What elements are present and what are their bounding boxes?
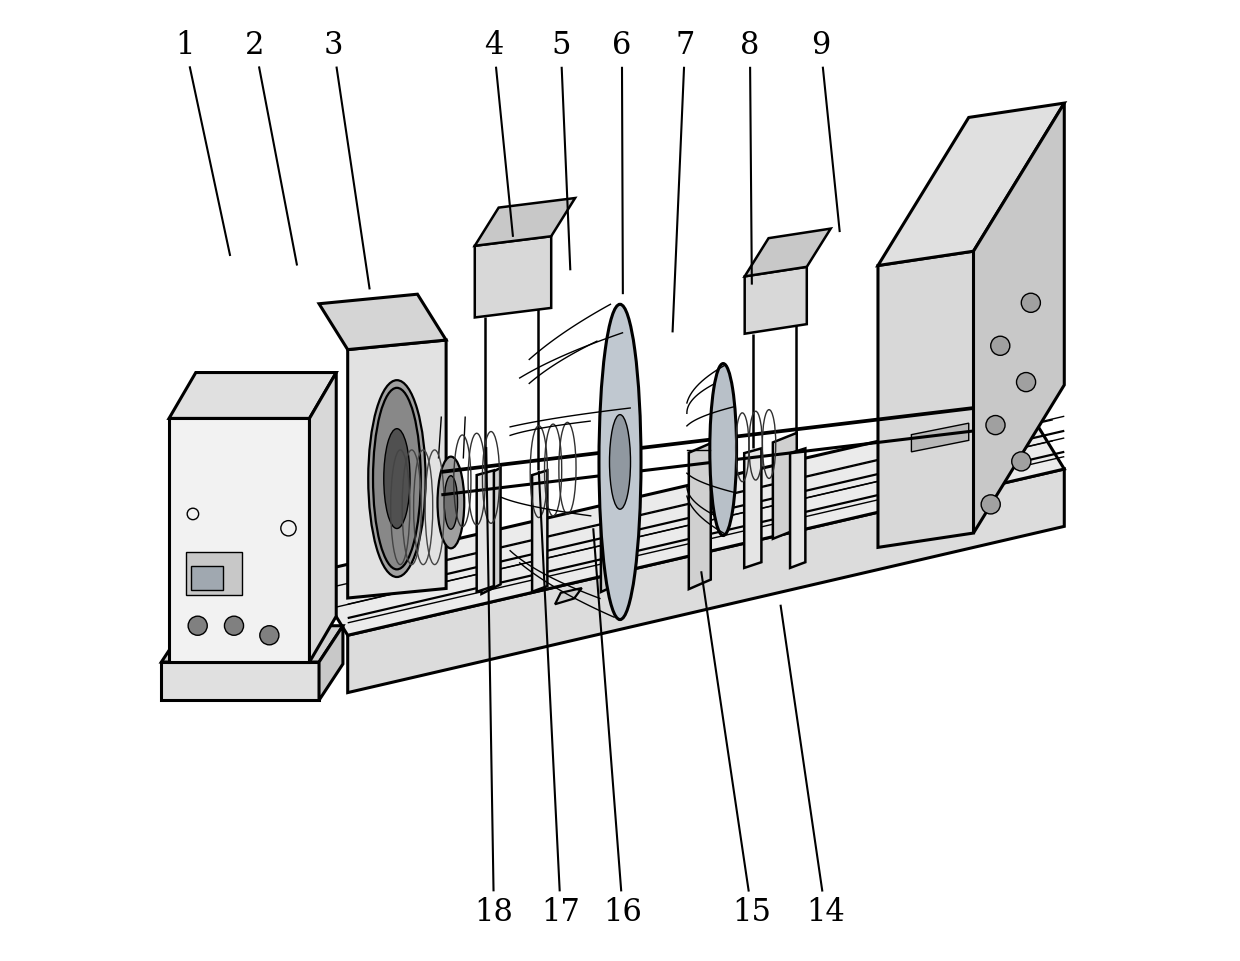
Polygon shape xyxy=(878,251,973,548)
Polygon shape xyxy=(973,103,1064,533)
Ellipse shape xyxy=(188,616,207,635)
Text: 1: 1 xyxy=(176,31,195,62)
Ellipse shape xyxy=(1012,452,1030,471)
Text: 9: 9 xyxy=(811,31,831,62)
Text: 17: 17 xyxy=(542,897,580,928)
Polygon shape xyxy=(475,198,575,246)
Text: 8: 8 xyxy=(740,31,760,62)
Polygon shape xyxy=(310,373,336,662)
Polygon shape xyxy=(347,469,1064,693)
Polygon shape xyxy=(911,423,968,452)
Polygon shape xyxy=(169,418,310,662)
Ellipse shape xyxy=(224,616,243,635)
Ellipse shape xyxy=(444,476,458,530)
Text: 2: 2 xyxy=(246,31,265,62)
Ellipse shape xyxy=(709,363,737,535)
Ellipse shape xyxy=(610,414,630,509)
Polygon shape xyxy=(790,449,805,568)
Ellipse shape xyxy=(373,388,420,569)
Polygon shape xyxy=(310,407,1064,635)
Text: 16: 16 xyxy=(604,897,642,928)
Ellipse shape xyxy=(599,305,641,620)
Text: 3: 3 xyxy=(324,31,343,62)
Polygon shape xyxy=(186,553,242,595)
Ellipse shape xyxy=(991,336,1009,356)
Polygon shape xyxy=(191,566,222,590)
Text: 6: 6 xyxy=(613,31,631,62)
Polygon shape xyxy=(744,449,761,568)
Ellipse shape xyxy=(438,456,464,549)
Polygon shape xyxy=(319,294,446,350)
Polygon shape xyxy=(161,662,319,701)
Ellipse shape xyxy=(981,495,1001,514)
Text: 18: 18 xyxy=(475,897,513,928)
Ellipse shape xyxy=(383,429,410,529)
Ellipse shape xyxy=(986,415,1006,434)
Ellipse shape xyxy=(260,626,279,645)
Polygon shape xyxy=(745,229,831,277)
Polygon shape xyxy=(601,454,622,592)
Text: 5: 5 xyxy=(551,31,570,62)
Polygon shape xyxy=(556,588,582,604)
Polygon shape xyxy=(319,626,343,701)
Polygon shape xyxy=(347,340,446,598)
Ellipse shape xyxy=(1022,293,1040,312)
Polygon shape xyxy=(532,470,547,592)
Polygon shape xyxy=(878,103,1064,265)
Polygon shape xyxy=(476,470,494,592)
Ellipse shape xyxy=(1017,373,1035,392)
Text: 14: 14 xyxy=(806,897,844,928)
Polygon shape xyxy=(745,267,807,333)
Polygon shape xyxy=(475,236,552,317)
Polygon shape xyxy=(161,626,343,662)
Text: 15: 15 xyxy=(733,897,771,928)
Text: 7: 7 xyxy=(676,31,694,62)
Polygon shape xyxy=(773,432,797,539)
Polygon shape xyxy=(481,468,501,594)
Ellipse shape xyxy=(368,381,425,577)
Polygon shape xyxy=(169,373,336,418)
Text: 4: 4 xyxy=(485,31,503,62)
Polygon shape xyxy=(688,443,711,589)
